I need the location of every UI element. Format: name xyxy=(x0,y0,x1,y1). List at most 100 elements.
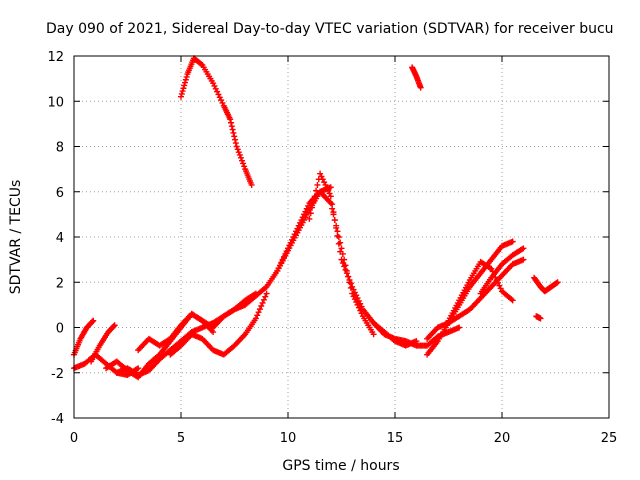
data-point xyxy=(346,276,353,283)
y-tick-label: 0 xyxy=(56,322,64,337)
data-point xyxy=(262,293,269,300)
data-point xyxy=(337,248,344,255)
data-point xyxy=(235,149,242,156)
data-point xyxy=(228,119,235,126)
series-arc-r xyxy=(533,313,544,322)
data-point xyxy=(456,324,463,331)
data-point xyxy=(233,143,240,150)
data-point xyxy=(509,238,516,245)
data-point xyxy=(333,224,340,231)
series-arc-q xyxy=(531,274,561,295)
x-tick-label: 0 xyxy=(70,431,78,446)
data-point xyxy=(258,303,265,310)
data-point xyxy=(218,97,225,104)
x-axis-label: GPS time / hours xyxy=(282,458,399,474)
y-tick-label: 2 xyxy=(56,276,64,291)
data-point xyxy=(232,136,239,143)
data-point xyxy=(537,315,544,322)
data-point xyxy=(111,322,118,329)
data-point xyxy=(337,239,344,246)
y-tick-label: 12 xyxy=(47,50,64,65)
data-point xyxy=(260,296,267,303)
data-point xyxy=(256,306,263,313)
series-arc-h xyxy=(178,55,255,188)
data-point xyxy=(228,123,235,130)
data-point xyxy=(198,61,205,68)
data-point xyxy=(182,79,189,86)
data-point xyxy=(335,234,342,240)
data-point xyxy=(339,260,346,267)
data-point xyxy=(216,94,223,101)
y-tick-label: -4 xyxy=(51,412,64,427)
data-point xyxy=(210,329,217,336)
data-point xyxy=(236,151,243,158)
series-arc-a xyxy=(71,317,97,358)
ticks xyxy=(73,55,610,419)
data-point xyxy=(212,85,219,92)
data-point xyxy=(329,201,336,208)
grid xyxy=(74,56,609,418)
series-arc-o xyxy=(445,258,516,324)
data-point xyxy=(263,290,270,297)
x-tick-label: 5 xyxy=(177,431,185,446)
data-point xyxy=(345,273,352,280)
data-point xyxy=(241,163,248,170)
data-point xyxy=(230,129,237,136)
data-point xyxy=(110,323,117,330)
data-point xyxy=(232,140,239,147)
data-point xyxy=(215,91,222,98)
data-point xyxy=(327,193,334,200)
data-point xyxy=(180,85,187,92)
x-tick-label: 20 xyxy=(494,431,511,446)
series-arc-i xyxy=(274,188,377,338)
data-point xyxy=(252,315,259,322)
data-point xyxy=(306,215,313,222)
data-point xyxy=(178,93,184,100)
data-point xyxy=(338,256,345,263)
data-point xyxy=(90,317,97,324)
data-point xyxy=(311,193,318,200)
data-point xyxy=(310,198,317,205)
data-point xyxy=(183,73,190,80)
y-tick-label: 6 xyxy=(56,186,64,201)
series-arc-f xyxy=(135,310,217,354)
y-tick-label: 10 xyxy=(47,95,64,110)
data-point xyxy=(335,240,342,247)
data-point xyxy=(520,256,527,263)
data-point xyxy=(179,88,186,95)
data-point xyxy=(309,204,316,211)
y-tick-label: 8 xyxy=(56,141,64,156)
data-point xyxy=(238,157,245,164)
series-arc-l xyxy=(409,64,424,91)
data-point xyxy=(259,299,266,306)
data-point xyxy=(509,297,516,304)
data-point xyxy=(254,312,261,319)
data-point xyxy=(237,154,244,161)
x-tick-label: 25 xyxy=(601,431,618,446)
data-point xyxy=(181,82,188,89)
data-point xyxy=(347,280,354,287)
data-point xyxy=(319,176,326,183)
data-point xyxy=(334,232,341,239)
series-arc-n xyxy=(424,256,527,342)
data-point xyxy=(229,126,236,133)
chart-title: Day 090 of 2021, Sidereal Day-to-day VTE… xyxy=(46,21,614,37)
data-points xyxy=(71,55,561,381)
data-point xyxy=(331,217,338,224)
data-point xyxy=(135,365,142,372)
data-point xyxy=(314,181,321,188)
data-point xyxy=(234,146,241,153)
data-point xyxy=(341,263,348,270)
data-point xyxy=(321,179,328,186)
data-point xyxy=(554,279,561,286)
data-point xyxy=(248,181,255,188)
data-point xyxy=(417,84,424,91)
data-point xyxy=(240,160,247,167)
data-point xyxy=(231,133,238,140)
series-arc-p xyxy=(477,245,527,297)
data-point xyxy=(342,266,349,273)
series-arc-k xyxy=(370,319,463,349)
data-point xyxy=(343,270,350,277)
data-point xyxy=(227,116,234,123)
